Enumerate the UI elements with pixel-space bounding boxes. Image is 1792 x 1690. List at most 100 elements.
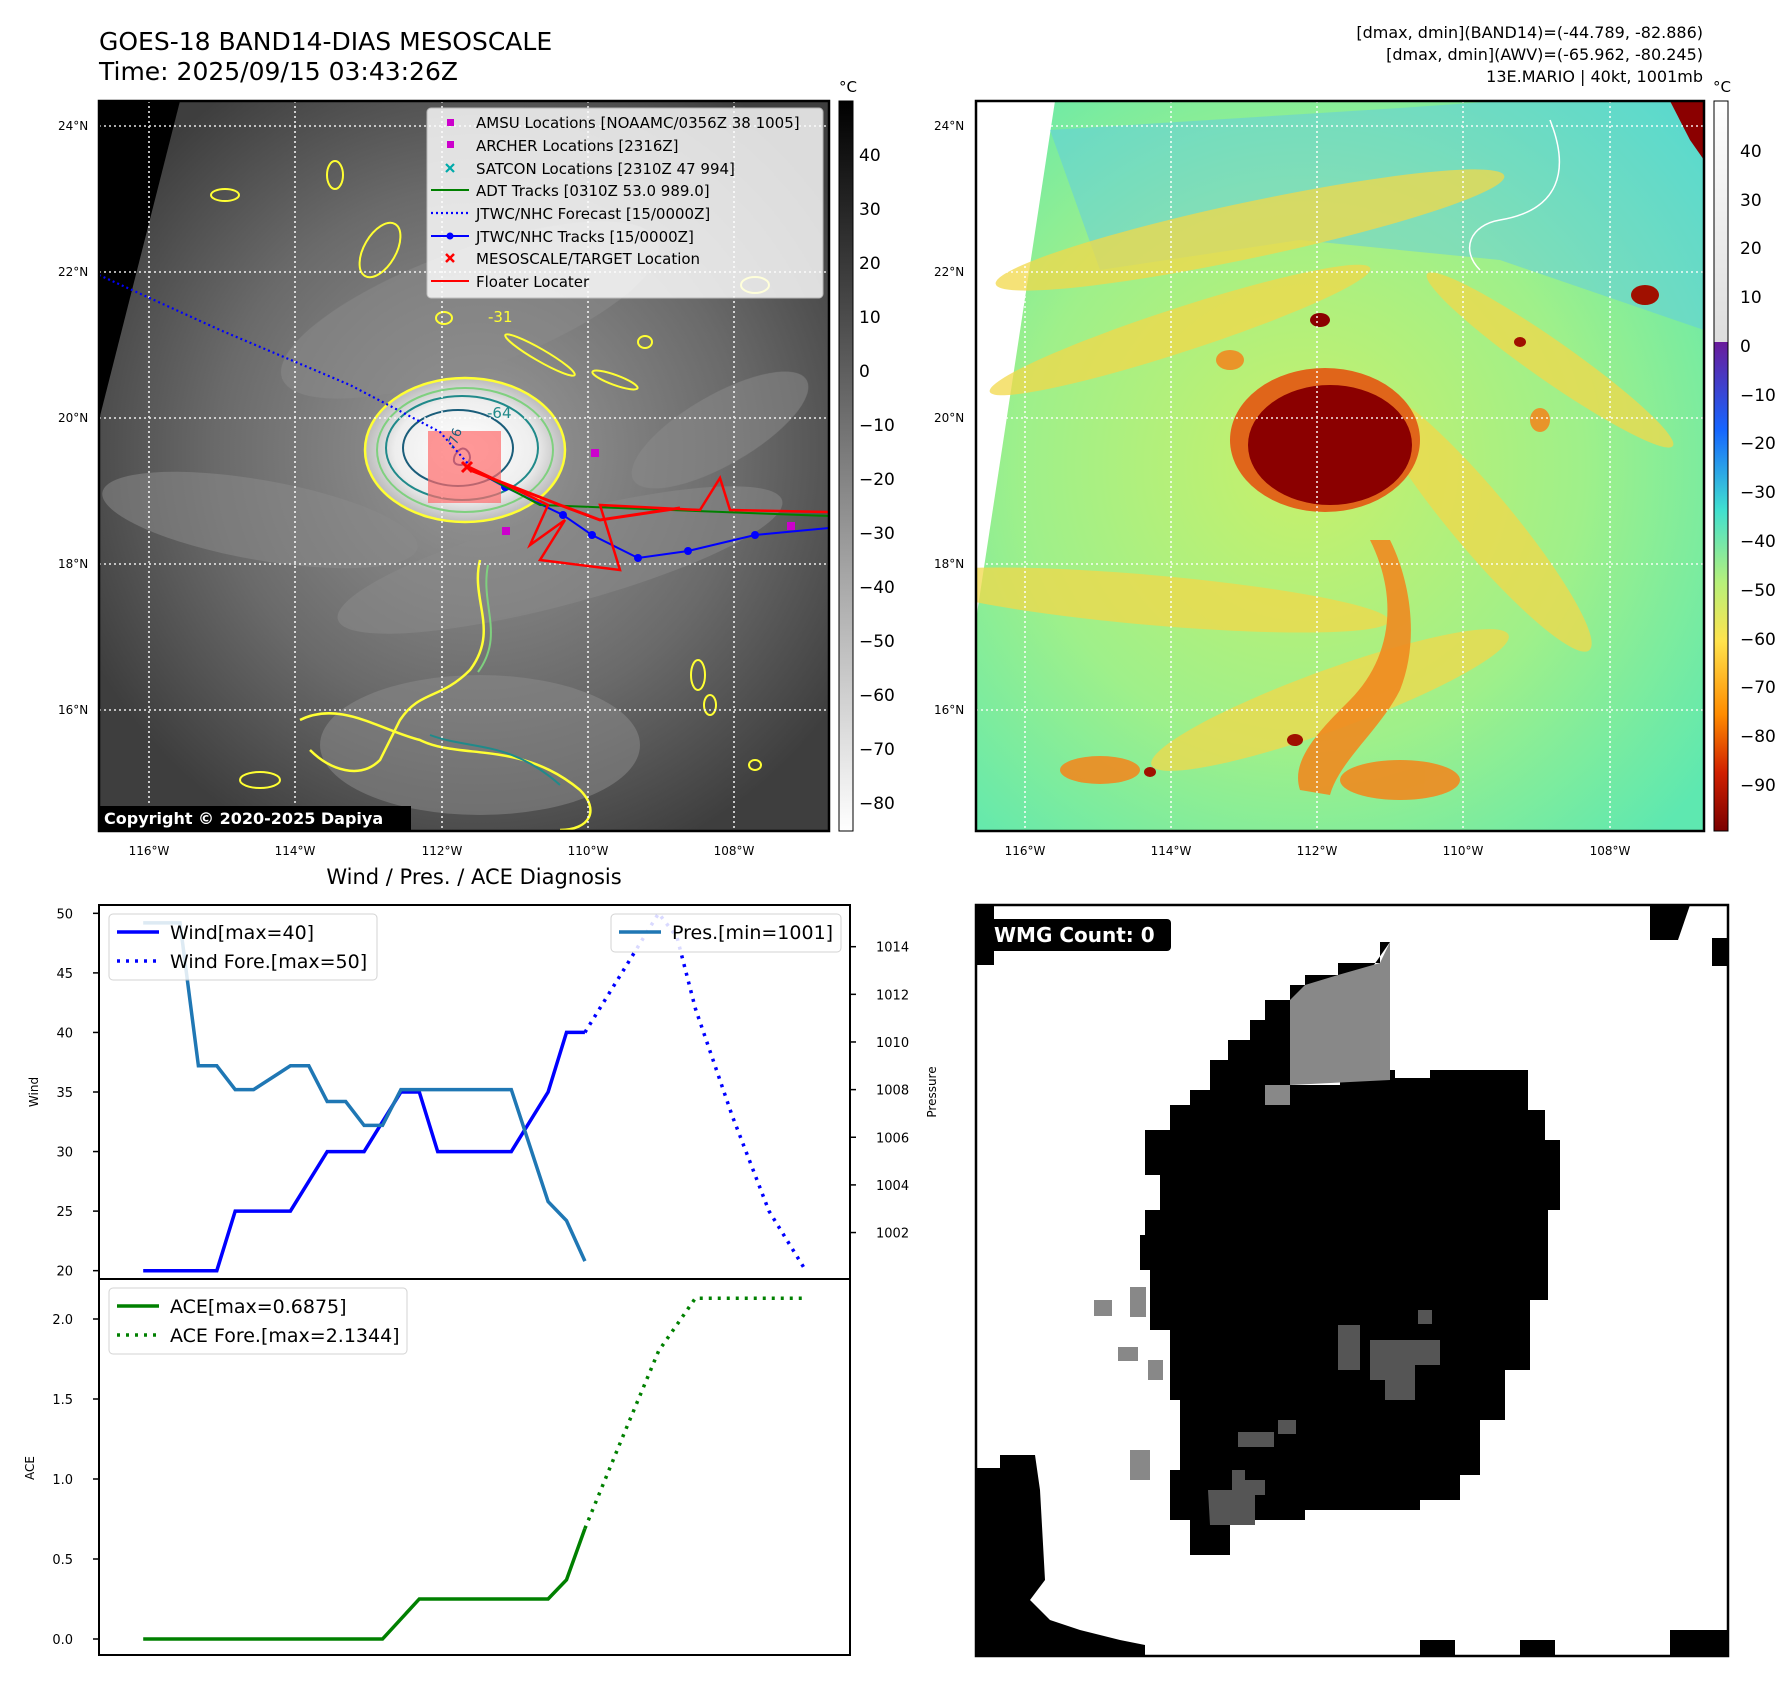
svg-text:116°W: 116°W <box>129 844 170 858</box>
ace-y-tick-label-1: 1.5 <box>52 1393 73 1408</box>
legend-wind: Wind[max=40] <box>170 922 314 944</box>
map-legend: AMSU Locations [NOAAMC/0356Z 38 1005] AR… <box>426 107 824 299</box>
copyright: Copyright © 2020-2025 Dapiya <box>104 809 383 828</box>
stats-awv: [dmax, dmin](AWV)=(-65.962, -80.245) <box>1386 45 1703 64</box>
diagnosis-title: Wind / Pres. / ACE Diagnosis <box>326 865 621 889</box>
target-marker <box>460 460 474 474</box>
wind-axis-label: Wind <box>27 1077 41 1107</box>
svg-text:0: 0 <box>859 362 870 382</box>
svg-text:−10: −10 <box>1740 386 1776 406</box>
legend-ace: ACE[max=0.6875] <box>170 1296 347 1318</box>
pressure-axis-label: Pressure <box>925 1066 939 1117</box>
svg-text:−40: −40 <box>1740 532 1776 552</box>
floater-box <box>428 431 501 503</box>
legend-pressure: Pres.[min=1001] <box>672 922 833 944</box>
contour-label-64: -64 <box>487 404 512 422</box>
floater-track <box>464 463 829 572</box>
svg-text:0: 0 <box>1740 337 1751 357</box>
svg-text:−70: −70 <box>859 740 895 760</box>
svg-text:−50: −50 <box>859 632 895 652</box>
band14-colorbar: °C 40 30 20 10 0 −10 −20 −30 −40 −50 −60… <box>838 78 895 832</box>
ace-chart: 2.0 1.5 1.0 0.5 0.0 ACE ACE[max=0.6875] ACE … <box>23 1278 851 1656</box>
wind-y-tick-label-3: 35 <box>56 1086 73 1101</box>
pressure-y-tick-label-4: 1006 <box>876 1131 909 1146</box>
awv-map: 24°N 22°N 20°N 18°N 16°N 116°W 114°W 112… <box>934 99 1706 858</box>
wind-y-tick-label-0: 50 <box>56 907 73 922</box>
wmg-shape <box>1140 942 1560 1555</box>
ace-y-ticks: 2.0 1.5 1.0 0.5 0.0 <box>52 1313 99 1648</box>
wind-y-tick-label-5: 25 <box>56 1205 73 1220</box>
wind-y-tick-label-2: 40 <box>56 1026 73 1041</box>
pressure-y-tick-label-3: 1008 <box>876 1084 909 1099</box>
band14-colorbar-ticks: 40 30 20 10 0 −10 −20 −30 −40 −50 −60 −7… <box>859 146 895 814</box>
svg-text:10: 10 <box>859 308 881 328</box>
wind-y-tick-label-4: 30 <box>56 1146 73 1161</box>
stats-band14: [dmax, dmin](BAND14)=(-44.789, -82.886) <box>1356 23 1703 42</box>
svg-text:10: 10 <box>1740 288 1762 308</box>
svg-text:−10: −10 <box>859 416 895 436</box>
contour-label-76: -76 <box>445 426 466 451</box>
wind-y-tick-label-1: 45 <box>56 967 73 982</box>
svg-text:18°N: 18°N <box>934 557 964 571</box>
svg-text:20°N: 20°N <box>58 411 88 425</box>
svg-text:20°N: 20°N <box>934 411 964 425</box>
ace-y-tick-label-2: 1.0 <box>52 1473 73 1488</box>
svg-text:110°W: 110°W <box>1443 844 1484 858</box>
pressure-legend: Pres.[min=1001] <box>610 913 842 953</box>
svg-text:16°N: 16°N <box>58 703 88 717</box>
svg-text:40: 40 <box>859 146 881 166</box>
legend-ace-forecast: ACE Fore.[max=2.1344] <box>170 1325 400 1347</box>
svg-text:−20: −20 <box>859 470 895 490</box>
svg-text:−80: −80 <box>1740 727 1776 747</box>
pressure-y-tick-label-1: 1012 <box>876 988 909 1003</box>
band14-map: -31 -64 -76 Copyright © 2020-2025 Dapiya… <box>58 99 831 858</box>
pressure-y-tick-label-5: 1004 <box>876 1179 909 1194</box>
wind-pressure-series <box>143 910 808 1273</box>
awv-colorbar: °C 40 30 20 10 0 −10 −20 −30 −40 −50 −60… <box>1713 78 1776 832</box>
svg-text:−90: −90 <box>1740 776 1776 796</box>
svg-text:−50: −50 <box>1740 581 1776 601</box>
ace-y-tick-label-3: 0.5 <box>52 1553 73 1568</box>
wind-y-tick-label-6: 20 <box>56 1265 73 1280</box>
series-line-wind-1 <box>583 910 808 1272</box>
svg-text:24°N: 24°N <box>58 119 88 133</box>
svg-text:114°W: 114°W <box>275 844 316 858</box>
ace-y-tick-label-4: 0.0 <box>52 1633 73 1648</box>
ace-axis-label: ACE <box>23 1456 37 1480</box>
figure-time: Time: 2025/09/15 03:43:26Z <box>98 57 458 86</box>
wmg-dark-cells <box>1208 1310 1440 1525</box>
legend-amsu: AMSU Locations [NOAAMC/0356Z 38 1005] <box>476 114 800 132</box>
svg-text:−40: −40 <box>859 578 895 598</box>
svg-text:24°N: 24°N <box>934 119 964 133</box>
archer-marker <box>502 527 510 535</box>
legend-satcon: SATCON Locations [2310Z 47 994] <box>476 160 735 178</box>
wind-y-ticks: 50 45 40 35 30 25 20 <box>56 907 99 1280</box>
pressure-y-tick-label-0: 1014 <box>876 941 909 956</box>
svg-text:20: 20 <box>859 254 881 274</box>
legend-jtwc-tracks: JTWC/NHC Tracks [15/0000Z] <box>475 228 694 246</box>
svg-text:112°W: 112°W <box>1297 844 1338 858</box>
map2-lat-ticks: 24°N 22°N 20°N 18°N 16°N <box>934 119 964 717</box>
wmg-panel: WMG Count: 0 <box>974 903 1730 1658</box>
series-line-wind-2 <box>143 921 587 1262</box>
svg-text:30: 30 <box>859 200 881 220</box>
ace-series <box>143 1296 806 1641</box>
svg-text:−30: −30 <box>1740 483 1776 503</box>
map1-lon-ticks: 116°W 114°W 112°W 110°W 108°W <box>129 844 755 858</box>
svg-text:−20: −20 <box>1740 434 1776 454</box>
legend-floater: Floater Locater <box>476 273 590 291</box>
figure-title: GOES-18 BAND14-DIAS MESOSCALE <box>99 27 552 56</box>
svg-text:40: 40 <box>1740 142 1762 162</box>
wmg-count: WMG Count: 0 <box>994 923 1155 947</box>
series-line-ace-0 <box>143 1528 587 1641</box>
amsu-marker <box>591 449 599 457</box>
legend-jtwc-forecast: JTWC/NHC Forecast [15/0000Z] <box>475 205 710 223</box>
pressure-y-tick-label-6: 1002 <box>876 1227 909 1242</box>
svg-text:°C: °C <box>839 78 857 96</box>
svg-text:−30: −30 <box>859 524 895 544</box>
jtwc-forecast-track <box>99 273 471 467</box>
wind-legend: Wind[max=40] Wind Fore.[max=50] <box>108 913 378 981</box>
legend-adt: ADT Tracks [0310Z 53.0 989.0] <box>476 182 710 200</box>
contour-label-31: -31 <box>488 308 513 326</box>
